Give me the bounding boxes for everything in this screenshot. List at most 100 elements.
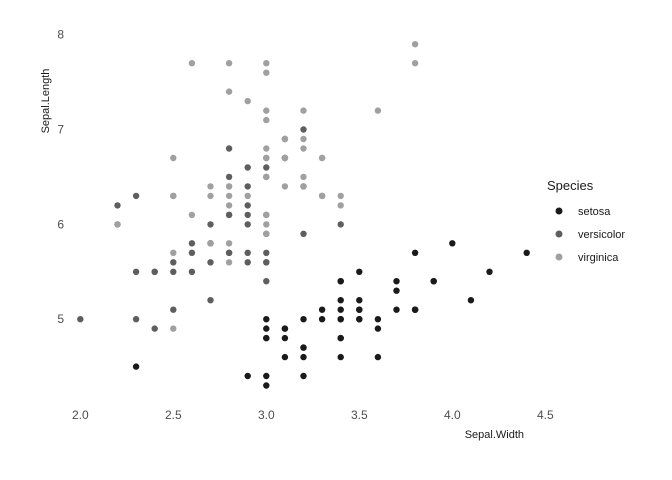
point-setosa-10 xyxy=(393,278,400,285)
point-setosa-14 xyxy=(449,240,456,247)
point-setosa-26 xyxy=(337,316,344,323)
point-setosa-32 xyxy=(467,297,475,304)
point-setosa-27 xyxy=(356,297,363,304)
point-versicolor-34 xyxy=(263,278,270,285)
point-versicolor-4 xyxy=(225,173,233,181)
point-setosa-39 xyxy=(337,306,344,313)
point-setosa-49 xyxy=(318,316,326,323)
point-virginica-20 xyxy=(300,135,307,143)
legend-title: Species xyxy=(547,178,594,193)
point-virginica-34 xyxy=(188,211,196,219)
point-setosa-18 xyxy=(411,249,419,256)
point-versicolor-29 xyxy=(188,249,196,256)
point-virginica-41 xyxy=(281,135,289,143)
point-setosa-22 xyxy=(374,353,382,361)
point-virginica-18 xyxy=(188,60,196,67)
point-virginica-35 xyxy=(263,60,270,67)
point-versicolor-18 xyxy=(114,202,121,209)
point-versicolor-25 xyxy=(263,164,270,171)
point-virginica-0 xyxy=(318,192,326,200)
point-virginica-8 xyxy=(170,154,177,162)
x-tick-label: 4.5 xyxy=(537,408,554,422)
point-virginica-3 xyxy=(244,192,251,200)
point-versicolor-10 xyxy=(77,316,84,323)
point-versicolor-13 xyxy=(244,211,251,219)
point-setosa-17 xyxy=(356,306,363,313)
point-virginica-21 xyxy=(225,259,233,266)
point-setosa-47 xyxy=(300,353,307,361)
point-virginica-13 xyxy=(170,249,177,256)
x-tick-label: 2.5 xyxy=(165,408,182,422)
point-versicolor-24 xyxy=(244,183,251,190)
x-tick-label: 4.0 xyxy=(444,408,461,422)
y-axis-ticks: 5 6 7 8 xyxy=(57,28,64,327)
point-virginica-31 xyxy=(411,41,419,48)
point-versicolor-42 xyxy=(188,240,196,247)
point-setosa-35 xyxy=(300,316,307,323)
point-virginica-23 xyxy=(207,192,214,200)
point-virginica-33 xyxy=(225,192,233,200)
point-virginica-32 xyxy=(225,183,233,190)
point-setosa-3 xyxy=(281,353,289,361)
point-setosa-46 xyxy=(411,306,419,313)
point-setosa-43 xyxy=(356,316,363,323)
point-setosa-42 xyxy=(300,372,307,380)
point-setosa-45 xyxy=(263,334,270,342)
point-virginica-7 xyxy=(244,97,251,105)
point-virginica-6 xyxy=(170,325,177,332)
x-tick-label: 2.0 xyxy=(72,408,89,422)
point-setosa-48 xyxy=(393,287,400,294)
legend-swatch-versicolor xyxy=(555,230,563,238)
legend-item-setosa: setosa xyxy=(555,206,611,218)
point-virginica-15 xyxy=(300,183,307,190)
point-versicolor-7 xyxy=(151,325,158,332)
point-setosa-30 xyxy=(281,334,289,342)
y-tick-label: 6 xyxy=(57,217,64,231)
point-virginica-38 xyxy=(263,221,270,228)
point-setosa-8 xyxy=(244,372,251,380)
point-setosa-38 xyxy=(263,372,270,380)
point-setosa-23 xyxy=(318,306,326,313)
point-virginica-47 xyxy=(263,173,270,181)
point-versicolor-14 xyxy=(244,259,251,266)
point-virginica-45 xyxy=(263,154,270,162)
points-layer xyxy=(77,41,530,389)
point-versicolor-46 xyxy=(244,249,251,256)
point-virginica-19 xyxy=(114,221,121,228)
point-virginica-44 xyxy=(318,154,326,162)
point-setosa-31 xyxy=(337,278,344,285)
legend-item-versicolor: versicolor xyxy=(555,229,625,241)
x-tick-label: 3.5 xyxy=(351,408,368,422)
point-virginica-22 xyxy=(225,60,233,67)
point-virginica-14 xyxy=(225,240,233,247)
legend-label-virginica: virginica xyxy=(578,252,619,264)
point-versicolor-49 xyxy=(225,249,233,256)
point-versicolor-28 xyxy=(244,221,251,228)
point-setosa-13 xyxy=(263,382,270,389)
legend-label-versicolor: versicolor xyxy=(578,229,625,241)
point-versicolor-44 xyxy=(207,259,214,266)
point-virginica-29 xyxy=(263,107,270,114)
point-versicolor-37 xyxy=(132,192,140,200)
point-versicolor-35 xyxy=(337,221,344,228)
point-virginica-48 xyxy=(337,202,344,209)
point-setosa-28 xyxy=(337,297,344,304)
point-virginica-36 xyxy=(337,192,344,200)
point-versicolor-40 xyxy=(188,268,196,275)
point-virginica-5 xyxy=(263,69,270,76)
point-virginica-27 xyxy=(263,211,270,219)
point-setosa-4 xyxy=(374,316,382,323)
y-tick-label: 5 xyxy=(57,312,64,326)
point-virginica-17 xyxy=(411,60,419,67)
x-axis-title: Sepal.Width xyxy=(465,429,524,441)
point-virginica-49 xyxy=(263,230,270,237)
point-versicolor-39 xyxy=(170,268,177,275)
point-setosa-15 xyxy=(523,249,530,256)
point-virginica-43 xyxy=(300,145,307,152)
legend-item-virginica: virginica xyxy=(555,252,619,264)
legend: Species setosa versicolor virginica xyxy=(547,178,625,264)
point-versicolor-26 xyxy=(225,145,233,152)
point-versicolor-48 xyxy=(170,306,177,313)
y-axis-title: Sepal.Length xyxy=(40,69,52,134)
